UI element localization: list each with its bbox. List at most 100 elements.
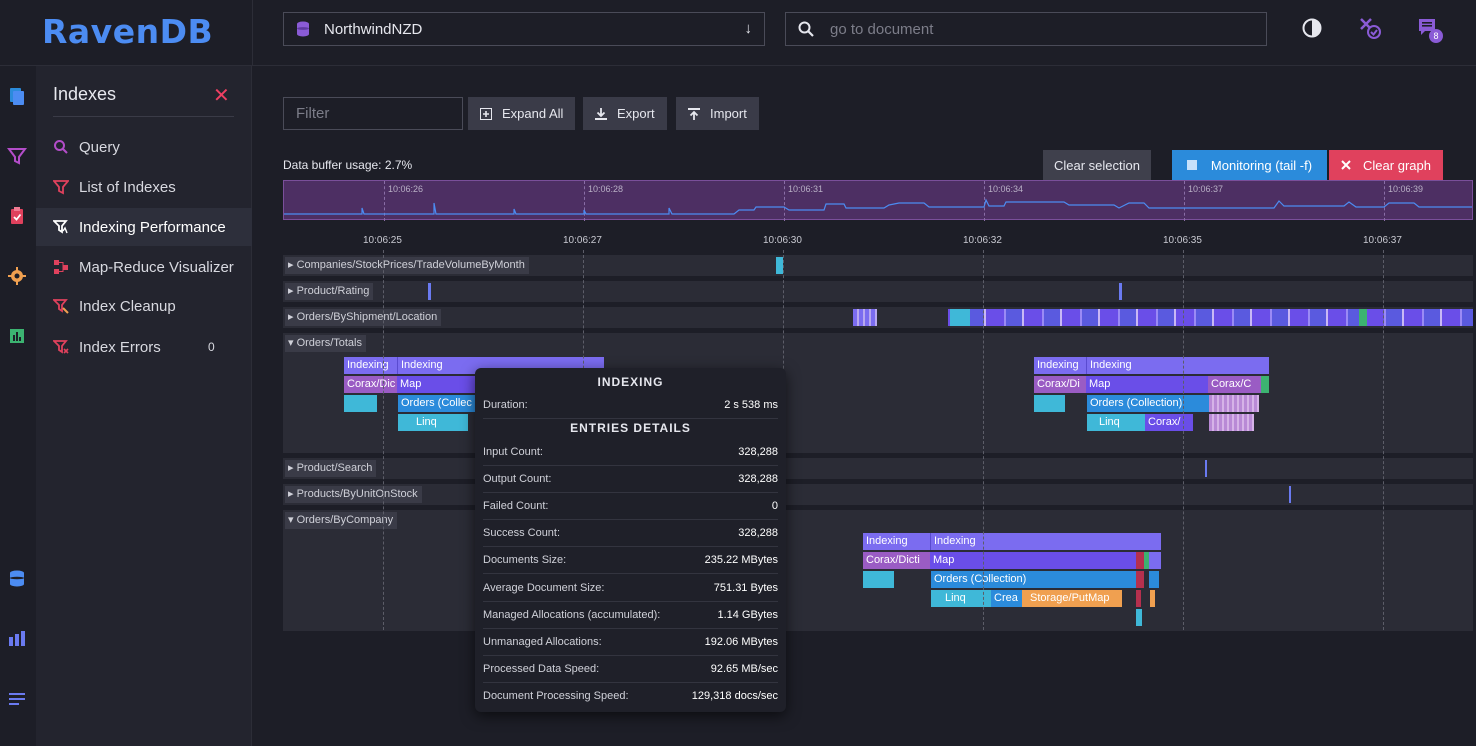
indexing-bar[interactable] (1119, 283, 1122, 300)
menu-item-index-errors[interactable]: Index Errors 0 (36, 328, 252, 366)
timeline-overview[interactable]: 10:06:26 10:06:28 10:06:31 10:06:34 10:0… (283, 180, 1473, 221)
expand-all-button[interactable]: Expand All (468, 97, 576, 130)
corax-sub-bar[interactable] (344, 395, 377, 412)
menu-item-list-of-indexes[interactable]: List of Indexes (36, 168, 252, 206)
tooltip-key: Average Document Size: (483, 582, 605, 594)
index-track-expanded[interactable]: ▾ Orders/Totals Indexing Indexing Corax/… (283, 333, 1473, 453)
corax-bar[interactable]: Corax/ (1145, 414, 1193, 431)
pause-icon (1186, 160, 1197, 170)
button-label: Clear graph (1363, 157, 1431, 173)
track-label[interactable]: ▸ Product/Rating (285, 283, 374, 300)
menu-item-index-cleanup[interactable]: Index Cleanup (36, 287, 252, 325)
corax-bar[interactable]: Corax/Dic (344, 376, 397, 393)
clear-selection-button[interactable]: Clear selection (1043, 150, 1151, 180)
linq-bar[interactable]: Linq (1087, 414, 1145, 431)
indexing-bar[interactable] (428, 283, 431, 300)
index-track[interactable]: ▸ Products/ByUnitOnStock (283, 484, 1473, 505)
collection-sub-bar[interactable] (1149, 571, 1159, 588)
import-button[interactable]: Import (676, 97, 759, 130)
storage-sub-bar[interactable] (1136, 590, 1141, 607)
about-icon[interactable] (7, 689, 27, 709)
menu-item-label: Index Cleanup (79, 297, 176, 315)
corax-bar[interactable]: Corax/Di (1034, 376, 1086, 393)
ravendb-logo[interactable]: RavenDB (42, 12, 214, 51)
corax-sub-bar[interactable] (1261, 376, 1269, 393)
indexing-bar[interactable] (776, 257, 783, 274)
axis-tick: 10:06:35 (1163, 235, 1202, 246)
track-label[interactable]: ▾ Orders/Totals (285, 335, 366, 352)
collection-bar[interactable]: Orders (Collec (398, 395, 488, 412)
map-bar[interactable]: Map (397, 376, 487, 393)
track-label[interactable]: ▸ Orders/ByShipment/Location (285, 309, 442, 326)
bar-label: Orders (Collection) (934, 573, 1027, 585)
documents-icon[interactable] (7, 86, 27, 106)
menu-item-map-reduce-visualizer[interactable]: Map-Reduce Visualizer (36, 248, 252, 286)
bar-label: Linq (1099, 416, 1120, 428)
indexing-bar[interactable]: Indexing (397, 357, 487, 374)
corax-bar[interactable]: Corax/C (1208, 376, 1261, 393)
indexing-bar[interactable] (1205, 460, 1207, 477)
corax-sub-bar[interactable] (1034, 395, 1065, 412)
collection-bar[interactable]: Orders (Collection) (1087, 395, 1209, 412)
map-sub-bar[interactable] (1144, 552, 1149, 569)
tooltip-key: Processed Data Speed: (483, 663, 600, 675)
storage-sub-bar[interactable] (1136, 609, 1142, 626)
map-sub-bar[interactable] (1136, 552, 1144, 569)
indexing-bar[interactable] (1289, 486, 1291, 503)
overview-gridline (784, 181, 785, 221)
collection-bar[interactable]: Orders (Collection) (931, 571, 1136, 588)
time-gridline (983, 250, 984, 630)
indexing-bar[interactable] (853, 309, 877, 326)
tooltip-key: Duration: (483, 399, 528, 411)
clear-graph-button[interactable]: Clear graph (1329, 150, 1443, 180)
databases-icon[interactable] (7, 569, 27, 589)
track-label[interactable]: ▸ Products/ByUnitOnStock (285, 486, 422, 503)
monitoring-button[interactable]: Monitoring (tail -f) (1172, 150, 1327, 180)
index-track[interactable]: ▸ Companies/StockPrices/TradeVolumeByMon… (283, 255, 1473, 276)
map-bar[interactable]: Map (930, 552, 1136, 569)
indexes-icon[interactable] (7, 146, 27, 166)
stats-icon[interactable] (7, 326, 27, 346)
settings-icon[interactable] (7, 266, 27, 286)
corax-bar[interactable]: Corax/Dicti (863, 552, 930, 569)
overview-tick: 10:06:31 (788, 184, 824, 194)
linq-bar[interactable]: Linq (931, 590, 991, 607)
tasks-icon[interactable] (7, 206, 27, 226)
indexing-bar[interactable] (950, 309, 970, 326)
tooltip-value: 2 s 538 ms (724, 399, 778, 411)
map-bar[interactable]: Map (1086, 376, 1208, 393)
collection-sub-bar[interactable] (1136, 571, 1144, 588)
database-selector[interactable]: NorthwindNZD ↓ (283, 12, 765, 46)
indexing-bar[interactable] (1359, 309, 1367, 326)
indexing-bar[interactable]: Indexing (1086, 357, 1269, 374)
menu-item-indexing-performance[interactable]: Indexing Performance (36, 208, 252, 246)
menu-item-query[interactable]: Query (36, 128, 252, 166)
storage-sub-bar[interactable] (1150, 590, 1155, 607)
search-input[interactable] (830, 20, 1230, 38)
create-bar[interactable]: Crea (991, 590, 1022, 607)
corax-sub-bar[interactable] (863, 571, 894, 588)
notifications-icon[interactable]: 8 (1416, 16, 1443, 43)
filter-input[interactable] (283, 97, 463, 130)
storage-bar[interactable]: Storage/PutMap (1022, 590, 1122, 607)
track-label[interactable]: ▾ Orders/ByCompany (285, 512, 398, 529)
index-track-expanded[interactable]: ▾ Orders/ByCompany Indexing Indexing Cor… (283, 510, 1473, 631)
index-track[interactable]: ▸ Product/Rating (283, 281, 1473, 302)
track-label[interactable]: ▸ Product/Search (285, 460, 377, 477)
manage-server-icon[interactable] (7, 629, 27, 649)
close-icon[interactable]: ✕ (213, 85, 230, 107)
linq-bar[interactable]: Linq (398, 414, 468, 431)
indexing-bar[interactable] (948, 309, 1473, 326)
theme-toggle-icon[interactable] (1300, 16, 1324, 40)
search-box[interactable] (785, 12, 1267, 46)
index-track[interactable]: ▸ Orders/ByShipment/Location (283, 307, 1473, 328)
track-label[interactable]: ▸ Companies/StockPrices/TradeVolumeByMon… (285, 257, 529, 274)
indexing-bar[interactable]: Indexing (930, 533, 1151, 550)
index-track[interactable]: ▸ Product/Search (283, 458, 1473, 479)
storage-bar[interactable] (1209, 395, 1259, 412)
storage-bar[interactable] (1209, 414, 1254, 431)
bar-label: Map (400, 378, 422, 390)
export-button[interactable]: Export (583, 97, 667, 130)
cluster-status-icon[interactable] (1358, 16, 1382, 40)
map-sub-bar[interactable] (1149, 552, 1161, 569)
